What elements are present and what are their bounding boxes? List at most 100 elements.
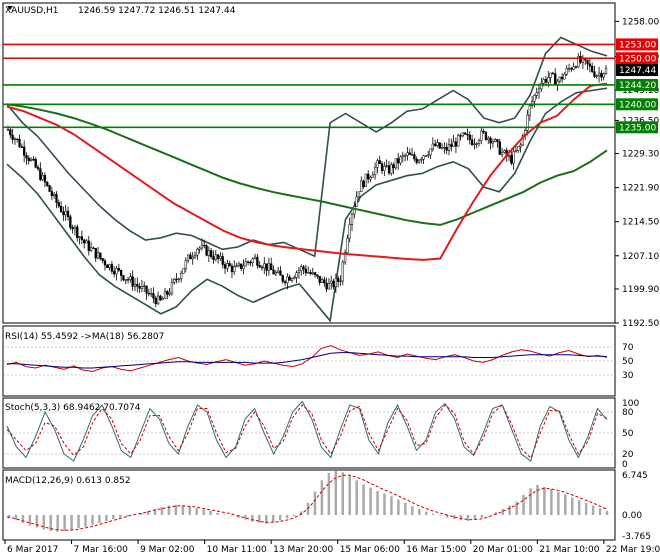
candle-body [464,132,467,135]
candle-body [55,193,58,203]
candle-body [39,168,42,180]
candle-body [286,276,289,284]
candle-body [228,263,231,267]
candle-body [62,211,65,216]
level-tag-label: 1250.00 [619,54,656,64]
candle-body [422,155,425,160]
candle-body [272,269,275,275]
x-tick-label: 20 Mar 01:00 [473,545,533,555]
candle-body [175,278,178,281]
macd-label: MACD(12,26,9) 0.613 0.852 [5,476,131,486]
stoch-ytick-label: 80 [622,408,634,418]
candle-body [242,265,245,269]
candle-body [150,293,153,295]
candle-body [494,139,497,142]
stoch-ytick-label: 20 [622,450,634,460]
candle-body [357,191,361,198]
candle-body [20,146,24,148]
price-ytick-label: 1243.10 [622,86,659,96]
candle-body [129,276,132,280]
candle-body [318,275,321,283]
candle-body [533,95,536,102]
price-ytick-label: 1207.10 [622,252,659,262]
candle-body [94,248,97,259]
candle-body [80,236,84,241]
candle-body [574,66,578,68]
bollinger-lower-band [6,87,608,323]
candle-body [281,275,284,282]
candle-body [235,265,238,267]
candle-body [528,105,531,116]
candle-body [517,146,520,151]
candle-body [604,68,608,74]
macd-frame [2,469,616,541]
candle-body [590,65,594,72]
candle-body [459,135,462,137]
candle-body [203,244,206,247]
candle-body [313,272,317,276]
stoch-series-0 [6,400,608,462]
x-tick-label: 7 Mar 16:00 [74,545,129,555]
dropdown-triangle-icon[interactable] [7,6,13,10]
candle-body [122,275,125,281]
candle-body [293,277,296,279]
candle-body [410,154,414,156]
rsi-ytick-label: 50 [622,357,634,367]
candle-body [519,144,522,147]
candle-body [450,144,453,147]
candle-body [551,72,555,75]
candle-body [427,154,430,156]
candle-body [385,165,388,167]
candle-body [48,185,51,192]
candle-body [69,216,72,228]
candle-body [433,143,437,146]
bollinger-upper-band [6,36,608,258]
candle-body [334,278,338,288]
candle-body [163,291,167,299]
candle-body [399,156,402,164]
candle-body [470,139,474,145]
x-tick-label: 21 Mar 10:00 [539,545,599,555]
candle-body [586,59,589,65]
level-tag [616,78,658,91]
candle-body [415,158,418,163]
candle-body [106,264,109,268]
candle-body [445,147,448,151]
candle-body [216,254,220,259]
candle-body [170,282,174,294]
candle-body [380,163,384,171]
candle-body [350,213,354,225]
x-axis: 6 Mar 2017 7 Mar 16:00 9 Mar 02:00 10 Mar 1… [4,540,660,555]
candle-body [579,56,582,63]
candle-body [76,226,79,238]
candle-body [274,272,277,275]
candle-body [473,143,476,145]
price-ytick-label: 1199.90 [622,285,659,295]
candle-body [41,175,44,180]
candle-body [16,138,19,140]
candle-body [34,159,37,168]
candle-body [360,180,363,193]
candle-body [244,261,247,267]
candle-body [29,158,33,161]
candle-body [110,264,114,272]
candle-body [50,191,54,197]
candle-body [9,129,12,136]
candle-body [475,143,478,145]
candle-body [447,144,451,151]
candle-body [343,252,347,263]
candle-body [288,276,291,281]
candle-body [549,72,552,78]
candle-body [491,141,495,144]
macd-signal-line [6,474,608,531]
candle-body [482,130,485,133]
x-tick-label: 22 Mar 19:00 [606,545,660,555]
candle-body [503,150,506,153]
candle-body [376,160,379,168]
candle-body [387,165,391,174]
x-tick-label: 13 Mar 20:00 [273,545,333,555]
candle-body [567,68,571,70]
candle-body [302,266,305,270]
candle-body [124,279,127,281]
candle-body [443,147,446,149]
